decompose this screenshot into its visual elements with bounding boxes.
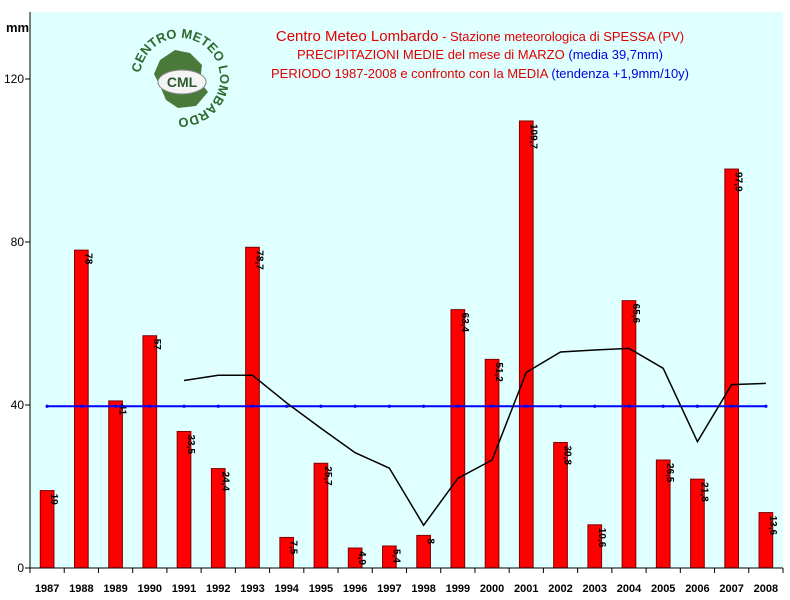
bar-value-label: 78,7 [253, 250, 264, 270]
mean-line-marker [182, 404, 186, 408]
x-tick-label: 1999 [446, 583, 470, 595]
moving-average-line [183, 347, 766, 527]
bar-value-label: 7,5 [288, 540, 299, 554]
x-tick-label: 1996 [343, 583, 367, 595]
y-tick-label: 120 [4, 72, 24, 86]
bar-value-label: 19 [48, 494, 59, 506]
chart-title-line-2: PRECIPITAZIONI MEDIE del mese di MARZO (… [296, 47, 663, 62]
x-tick-label: 1994 [274, 583, 299, 595]
x-tick-label: 1988 [69, 583, 93, 595]
bar-value-label: 24,4 [219, 472, 230, 492]
bar-value-label: 25,7 [322, 466, 333, 486]
logo-badge-text: CML [167, 74, 198, 90]
bar-value-label: 97,9 [733, 172, 744, 192]
mean-line-marker [148, 404, 152, 408]
mean-line-marker [216, 404, 220, 408]
mean-line-marker [387, 404, 391, 408]
bar-value-label: 78 [82, 253, 93, 265]
x-tick-label: 2001 [514, 583, 538, 595]
mean-line-marker [285, 404, 289, 408]
bar-1990 [142, 335, 158, 569]
bar-value-label: 109,7 [527, 124, 538, 149]
bar-value-label: 10,6 [596, 528, 607, 548]
mean-line-marker [661, 404, 665, 408]
x-tick-label: 1990 [138, 583, 162, 595]
x-tick-label: 2003 [583, 583, 607, 595]
bar-value-label: 21,8 [698, 482, 709, 502]
bar-value-label: 51,2 [493, 362, 504, 382]
bar-data-labels: 19 78 41 57 33,5 24,4 78,7 7,5 25,7 4,9 5,4 8 63,4 51… [48, 124, 778, 565]
y-tick-label: 80 [11, 235, 25, 249]
mean-line-marker [490, 404, 494, 408]
mean-line-marker [764, 404, 768, 408]
bar-value-label: 13,6 [767, 516, 778, 536]
lombardy-map-logo-icon: CENTRO METEO LOMBARDO CML [130, 26, 230, 130]
mean-line-marker [113, 404, 118, 408]
bar-2007 [724, 168, 740, 569]
bar-value-label: 63,4 [459, 313, 470, 333]
bar-value-label: 33,5 [185, 434, 196, 454]
bar-1988 [73, 249, 89, 569]
mean-line-marker [422, 404, 426, 408]
axes: 0 40 80 120 1987 1988 1989 1990 1991 1992 1993 1994… [4, 12, 784, 595]
x-tick-label: 1993 [240, 583, 264, 595]
mean-line-marker [456, 404, 460, 408]
bar-value-label: 41 [117, 404, 128, 416]
mean-line-marker [558, 404, 563, 408]
x-tick-label: 1991 [172, 583, 196, 595]
mean-line-marker [45, 404, 49, 408]
chart-title-line-1: Centro Meteo Lombardo - Stazione meteoro… [275, 28, 685, 45]
bar-value-label: 4,9 [356, 551, 367, 565]
x-tick-label: 1992 [206, 583, 230, 595]
chart-title-line-3: PERIODO 1987-2008 e confronto con la MED… [270, 66, 690, 81]
x-tick-label: 2007 [719, 583, 743, 595]
mean-line-marker [524, 404, 528, 408]
y-tick-label: 40 [11, 398, 25, 412]
bar-value-label: 5,4 [390, 549, 401, 563]
mean-line-marker [250, 404, 255, 408]
x-tick-label: 2005 [651, 583, 675, 595]
bar-2000 [484, 358, 500, 569]
mean-line-marker [353, 404, 357, 408]
mean-line-marker [695, 404, 700, 408]
y-axis-unit-label: mm [6, 20, 30, 35]
x-tick-label: 1987 [35, 583, 59, 595]
mean-line-marker [730, 404, 734, 408]
x-tick-label: 1995 [309, 583, 333, 595]
bar-value-label: 26,5 [664, 463, 675, 483]
x-tick-label: 2008 [754, 583, 778, 595]
x-tick-label: 1997 [377, 583, 401, 595]
bar-value-label: 30,8 [562, 445, 573, 465]
bar-2001 [518, 120, 534, 569]
bar-series [39, 120, 774, 569]
x-tick-label: 1989 [103, 583, 127, 595]
bar-value-label: 8 [425, 538, 436, 544]
x-tick-label: 2002 [548, 583, 572, 595]
y-tick-label: 0 [17, 561, 24, 575]
mean-line-marker [627, 404, 631, 408]
x-tick-label: 2000 [480, 583, 504, 595]
bar-1999 [450, 309, 466, 569]
mean-line-marker [593, 404, 597, 408]
x-tick-label: 2006 [685, 583, 709, 595]
bar-value-label: 65,6 [630, 304, 641, 324]
bar-value-label: 57 [151, 339, 162, 351]
bar-1989 [108, 400, 123, 569]
x-tick-label: 2004 [617, 583, 642, 595]
mean-line-marker [79, 404, 83, 408]
bar-2004 [621, 300, 637, 569]
x-tick-label: 1998 [411, 583, 435, 595]
line-series [45, 347, 768, 527]
mean-line-marker [319, 404, 323, 408]
